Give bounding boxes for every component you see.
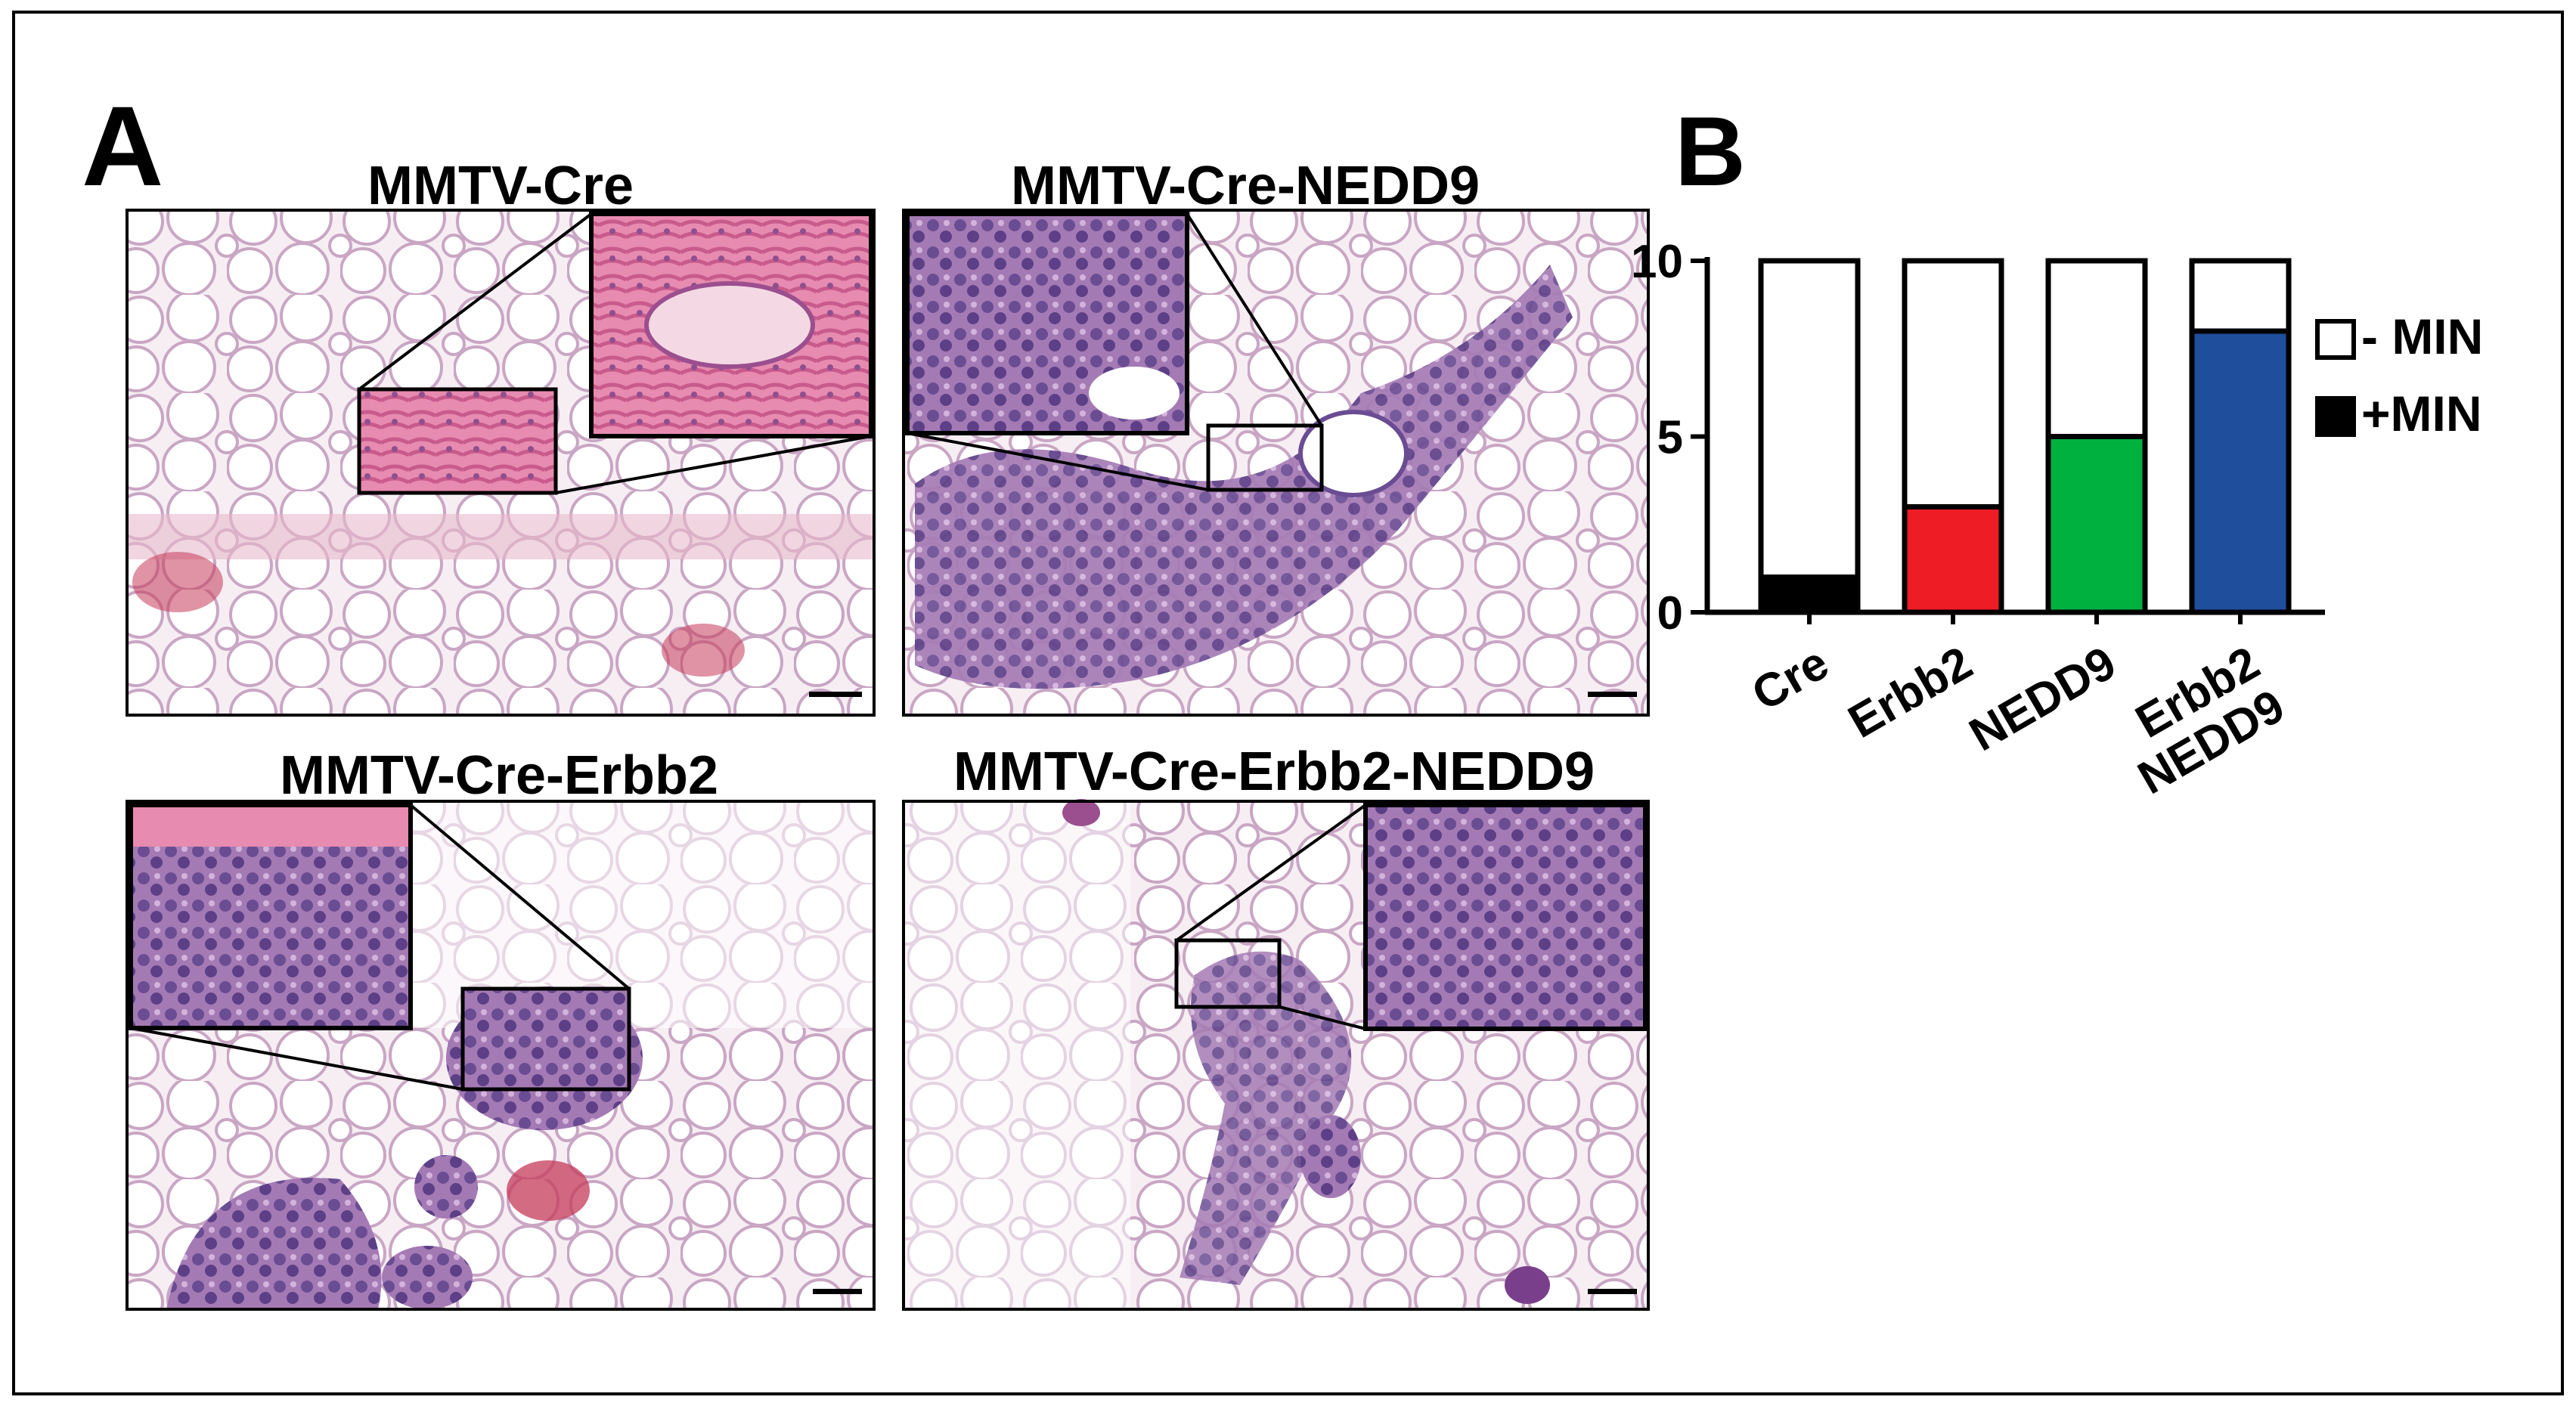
legend-swatch-neg: [2315, 319, 2356, 360]
x-tick-label-3: Erbb2NEDD9: [2104, 636, 2293, 804]
micrograph-title-1: MMTV-Cre: [367, 156, 634, 216]
y-tick-label-1: 5: [1657, 412, 1683, 464]
chart-legend: - MIN +MIN: [2315, 308, 2483, 441]
x-tick-label-1: Erbb2: [1840, 636, 1981, 748]
y-tick-label-2: 10: [1631, 236, 1683, 288]
x-tick-label-line: NEDD9: [1961, 636, 2125, 761]
bar-neg-2: [2045, 258, 2148, 439]
bar-pos-3: [2189, 328, 2292, 615]
x-tick-label-2: NEDD9: [1961, 636, 2125, 761]
micrograph-cre-erbb2: [126, 800, 876, 1311]
micrograph-title-4: MMTV-Cre-Erbb2-NEDD9: [953, 742, 1595, 802]
bar-pos-0: [1758, 574, 1861, 615]
bar-pos-2: [2045, 434, 2148, 615]
legend-label-pos: +MIN: [2361, 386, 2482, 441]
legend-swatch-pos: [2315, 396, 2356, 437]
legend-label-neg: - MIN: [2361, 308, 2483, 364]
micrograph-title-2: MMTV-Cre-NEDD9: [1011, 156, 1480, 216]
micrograph-title-3: MMTV-Cre-Erbb2: [280, 745, 718, 806]
y-tick-label-0: 0: [1657, 587, 1683, 640]
micrograph-cre-erbb2-nedd9: [902, 799, 1650, 1311]
x-tick-label-line: Erbb2: [1840, 636, 1981, 748]
bar-pos-1: [1902, 504, 2004, 615]
bar-neg-1: [1902, 258, 2004, 509]
micrograph-cre: [126, 209, 876, 717]
micrograph-cre-nedd9: [902, 209, 1650, 717]
x-tick-label-0: Cre: [1744, 636, 1837, 720]
bar-neg-3: [2189, 258, 2292, 334]
bar-neg-0: [1758, 258, 1861, 580]
figure-border: [12, 11, 2564, 1395]
panel-a-label: A: [82, 82, 163, 209]
x-tick-label-line: Cre: [1744, 636, 1837, 720]
panel-b-label: B: [1675, 96, 1746, 206]
